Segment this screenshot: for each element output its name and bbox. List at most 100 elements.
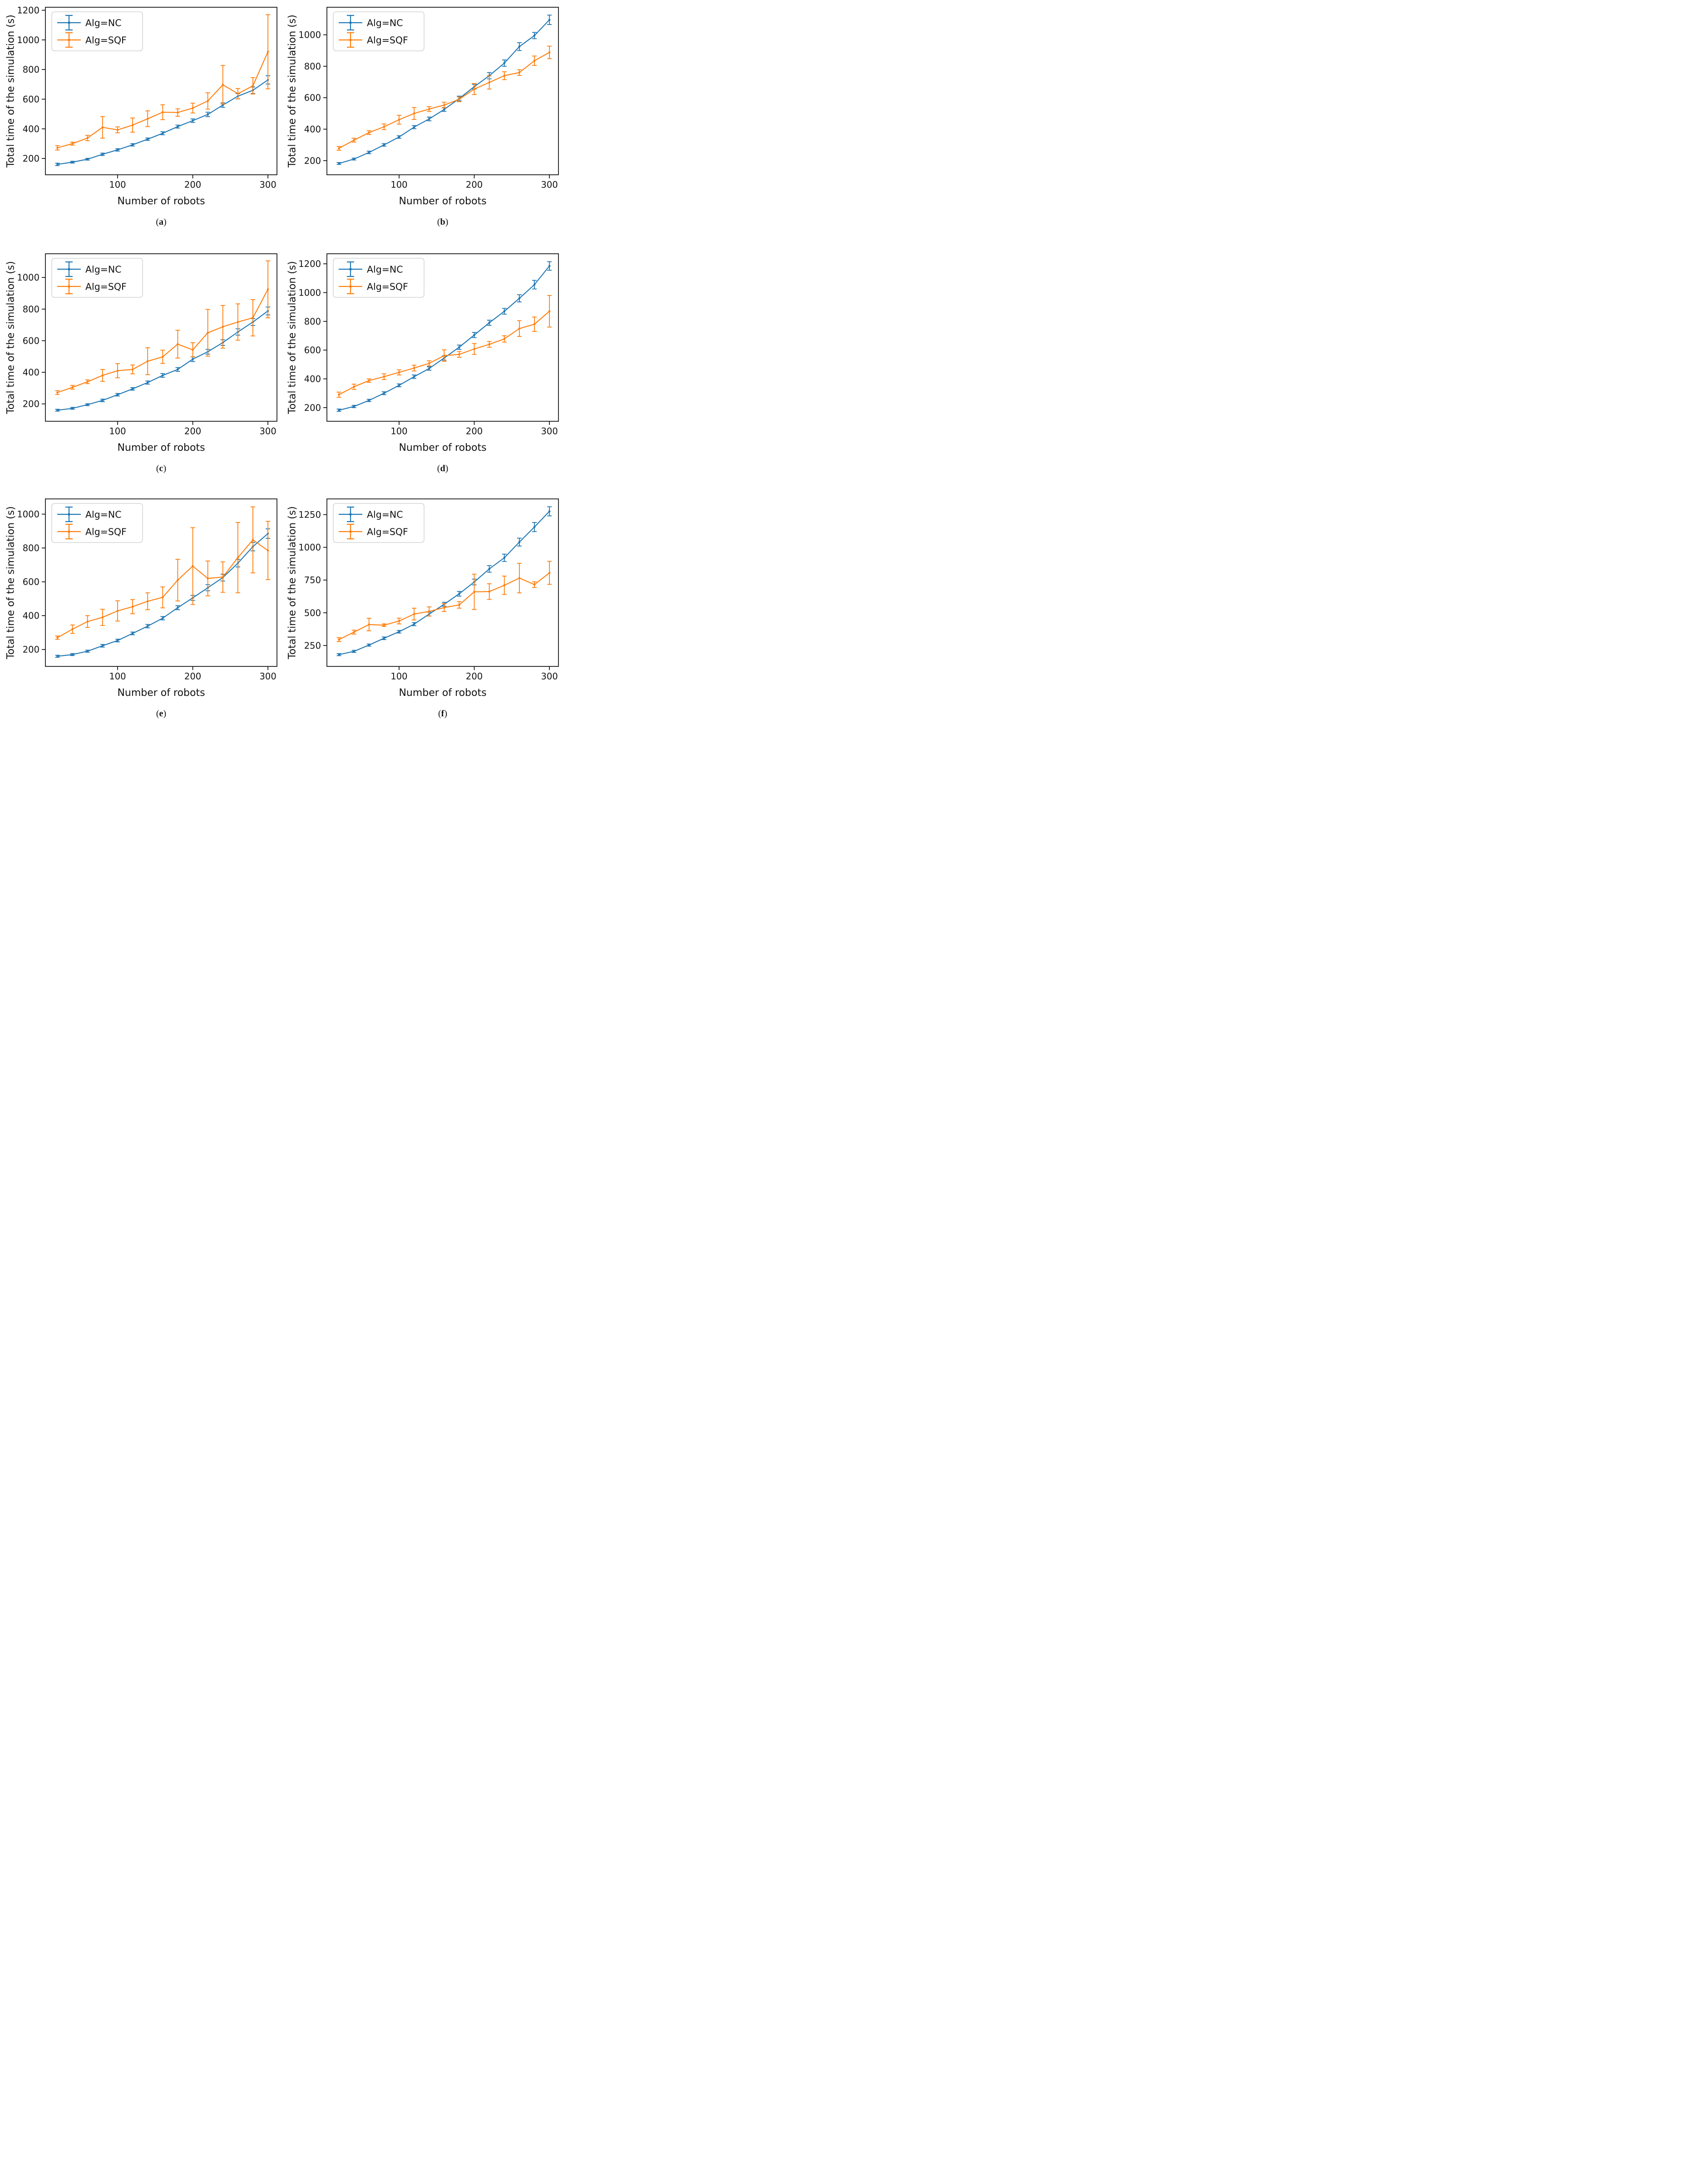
data-point bbox=[101, 153, 104, 156]
data-point bbox=[443, 104, 445, 106]
data-point bbox=[177, 368, 179, 371]
data-point bbox=[548, 310, 551, 312]
data-point bbox=[548, 572, 551, 574]
data-point bbox=[131, 388, 134, 390]
caption-letter-a: a bbox=[159, 217, 163, 227]
data-point bbox=[86, 380, 89, 383]
x-axis-label: Number of robots bbox=[117, 442, 205, 454]
legend-label: Alg=NC bbox=[85, 264, 122, 275]
data-point bbox=[488, 590, 490, 593]
y-tick-label: 800 bbox=[23, 543, 40, 553]
subplot-a-caption: (a) bbox=[45, 217, 277, 227]
caption-open-paren: ( bbox=[156, 217, 159, 227]
data-point bbox=[503, 74, 506, 77]
chart-b: 100 200 300 200 400 600 800 1000 Number of robot… bbox=[287, 7, 559, 207]
data-point bbox=[338, 147, 340, 150]
legend-entry-Alg=NC: Alg=NC bbox=[57, 15, 122, 31]
x-axis-label: Number of robots bbox=[399, 442, 486, 454]
y-axis-ticks: 200 400 600 800 1000 bbox=[17, 509, 45, 655]
series-Alg=SQF bbox=[336, 45, 552, 151]
data-point bbox=[267, 549, 269, 552]
data-point bbox=[353, 158, 355, 160]
data-point bbox=[252, 316, 254, 319]
data-point bbox=[71, 628, 74, 631]
x-tick-label: 300 bbox=[541, 671, 558, 681]
data-point bbox=[353, 139, 355, 142]
legend: Alg=NC Alg=SQF bbox=[51, 11, 143, 51]
data-point bbox=[518, 541, 521, 543]
data-point bbox=[413, 126, 415, 128]
x-tick-label: 200 bbox=[466, 179, 483, 190]
subplot-a: 100 200 300 200 400 600 800 1000 1200 Number of r… bbox=[0, 0, 282, 237]
y-axis-ticks: 200 400 600 800 1000 1200 bbox=[298, 259, 327, 413]
x-tick-label: 100 bbox=[109, 426, 126, 436]
caption-open-paren: ( bbox=[437, 463, 440, 473]
y-tick-label: 200 bbox=[23, 399, 40, 409]
data-point bbox=[146, 138, 149, 140]
data-point bbox=[533, 59, 536, 62]
y-tick-label: 400 bbox=[23, 367, 40, 378]
x-tick-label: 200 bbox=[184, 426, 201, 436]
axes bbox=[326, 498, 559, 667]
series-Alg=SQF bbox=[55, 260, 271, 395]
data-point bbox=[458, 592, 460, 595]
data-point bbox=[101, 645, 104, 647]
data-point bbox=[162, 111, 164, 113]
x-tick-label: 100 bbox=[109, 671, 126, 681]
data-point bbox=[458, 353, 460, 356]
data-point bbox=[131, 606, 134, 608]
data-point bbox=[338, 162, 340, 165]
x-tick-label: 100 bbox=[390, 426, 407, 436]
y-tick-label: 800 bbox=[23, 304, 40, 315]
legend-label: Alg=NC bbox=[367, 509, 403, 520]
subplot-d-caption: (d) bbox=[327, 463, 558, 474]
data-point bbox=[56, 409, 59, 411]
legend-entry-Alg=SQF: Alg=SQF bbox=[339, 523, 408, 540]
y-tick-label: 800 bbox=[304, 316, 321, 327]
y-tick-label: 1200 bbox=[17, 5, 40, 16]
y-tick-label: 800 bbox=[304, 61, 321, 72]
y-tick-label: 500 bbox=[304, 608, 321, 618]
data-point bbox=[383, 637, 385, 640]
axes bbox=[326, 253, 559, 422]
legend-entry-Alg=NC: Alg=NC bbox=[339, 15, 403, 31]
data-point bbox=[222, 84, 224, 86]
legend-label: Alg=SQF bbox=[367, 35, 408, 46]
data-point bbox=[86, 620, 89, 623]
y-axis-label: Total time of the simulation (s) bbox=[5, 261, 17, 414]
x-tick-label: 200 bbox=[466, 426, 483, 436]
x-tick-label: 300 bbox=[541, 179, 558, 190]
figure-grid: 100 200 300 200 400 600 800 1000 1200 Number of r… bbox=[0, 0, 563, 728]
data-point bbox=[192, 565, 194, 567]
legend-label: Alg=SQF bbox=[367, 281, 408, 292]
data-point bbox=[252, 84, 254, 87]
subplot-e-caption: (e) bbox=[45, 709, 277, 719]
data-point bbox=[56, 163, 59, 166]
x-axis-ticks: 100 200 300 bbox=[109, 421, 277, 436]
caption-letter-c: c bbox=[159, 463, 163, 473]
x-tick-label: 200 bbox=[184, 179, 201, 190]
subplot-c: 100 200 300 200 400 600 800 1000 Number of robot… bbox=[0, 237, 282, 484]
data-point bbox=[533, 583, 536, 586]
caption-close-paren: ) bbox=[444, 709, 447, 719]
data-point bbox=[267, 288, 269, 291]
legend-box bbox=[333, 258, 425, 298]
caption-letter-d: d bbox=[440, 463, 445, 473]
data-point bbox=[368, 623, 370, 626]
data-point bbox=[383, 375, 385, 378]
legend-entry-Alg=SQF: Alg=SQF bbox=[339, 32, 408, 48]
data-point bbox=[192, 358, 194, 360]
axes bbox=[45, 253, 277, 422]
data-point bbox=[458, 98, 460, 100]
data-point bbox=[222, 325, 224, 328]
axes bbox=[326, 7, 559, 175]
y-axis-label: Total time of the simulation (s) bbox=[5, 15, 17, 168]
data-point bbox=[518, 71, 521, 74]
data-point bbox=[488, 567, 490, 570]
data-point bbox=[443, 354, 445, 357]
data-point bbox=[503, 557, 506, 559]
legend-label: Alg=SQF bbox=[85, 35, 127, 46]
caption-open-paren: ( bbox=[438, 709, 441, 719]
data-point bbox=[503, 310, 506, 312]
x-axis-label: Number of robots bbox=[117, 687, 205, 699]
